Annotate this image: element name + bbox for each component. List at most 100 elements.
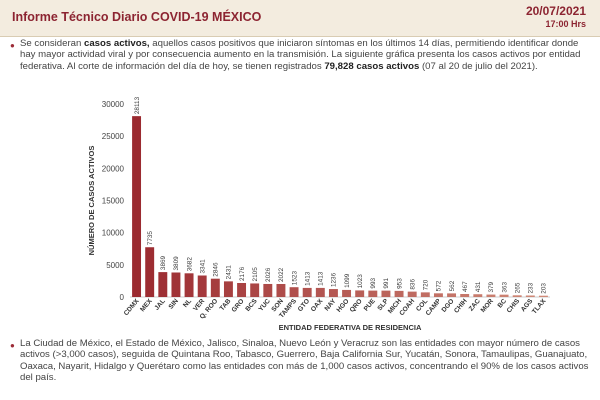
intro-paragraph: Se consideran casos activos, aquellos ca…	[20, 38, 590, 72]
category-label: JAL	[153, 298, 166, 312]
bar	[486, 294, 496, 297]
y-tick-label: 10000	[102, 229, 125, 238]
data-label: 363	[501, 282, 508, 293]
category-label: MEX	[139, 297, 154, 313]
category-label: CAMP	[425, 297, 443, 317]
intro-text-2: aquellos casos positivos que iniciaron s…	[20, 38, 581, 72]
bar	[276, 283, 286, 297]
data-label: 1523	[291, 271, 298, 286]
data-label: 379	[488, 281, 495, 292]
category-label: MOR	[480, 298, 495, 314]
data-label: 431	[475, 281, 482, 292]
category-label: CDMX	[123, 297, 141, 317]
bar	[460, 293, 470, 297]
data-label: 265	[514, 282, 521, 293]
category-label: BCS	[244, 297, 259, 313]
category-label: CHIS	[506, 297, 522, 314]
y-tick-label: 15000	[102, 197, 125, 206]
data-label: 993	[370, 278, 377, 289]
category-label: NL	[182, 298, 193, 309]
x-axis-title: ENTIDAD FEDERATIVA DE RESIDENCIA	[279, 323, 422, 332]
category-label: GTO	[297, 298, 311, 313]
data-label: 991	[383, 278, 390, 289]
bar	[355, 290, 365, 297]
data-label: 3809	[173, 256, 180, 271]
y-tick-label: 5000	[106, 261, 124, 270]
data-label: 3341	[199, 259, 206, 274]
category-label: CHIH	[453, 298, 469, 315]
data-label: 2026	[265, 267, 272, 282]
data-label: 2022	[278, 267, 285, 282]
data-label: 467	[462, 281, 469, 292]
bullet-icon: ●	[10, 41, 15, 50]
bar	[525, 295, 535, 297]
category-label: HGO	[336, 298, 351, 314]
bar	[407, 291, 417, 297]
category-label: PUE	[363, 297, 377, 312]
bar	[263, 283, 273, 297]
bar	[210, 278, 220, 297]
data-label: 3869	[160, 255, 167, 270]
report-time: 17:00 Hrs	[545, 19, 586, 29]
data-label: 1413	[318, 271, 325, 286]
y-axis: 0 5000 10000 15000 20000 25000 30000	[102, 100, 550, 302]
bar	[433, 293, 443, 297]
summary-paragraph: La Ciudad de México, el Estado de México…	[20, 338, 589, 384]
intro-bold-1: casos activos,	[84, 38, 150, 49]
y-tick-label: 25000	[102, 132, 125, 141]
bar	[250, 283, 260, 297]
bar	[473, 294, 483, 297]
data-label: 203	[541, 283, 548, 294]
data-labels: 28113 7735 3869 3809 3682 3341 2846 2431 2176 210…	[134, 96, 548, 293]
bar	[145, 247, 155, 297]
data-label: 233	[528, 282, 535, 293]
report-header: Informe Técnico Diario COVID-19 MÉXICO 2…	[0, 0, 600, 37]
bar	[223, 281, 233, 297]
category-label: TLAX	[531, 297, 548, 315]
data-label: 1413	[304, 271, 311, 286]
bar	[538, 295, 548, 297]
intro-text-3: (07 al 20 de julio del 2021).	[419, 60, 538, 72]
category-label: OAX	[310, 297, 325, 313]
data-label: 562	[449, 280, 456, 291]
bars	[132, 116, 548, 297]
data-label: 2105	[252, 267, 259, 282]
bar	[499, 294, 509, 297]
bar	[512, 295, 522, 297]
data-label: 1236	[331, 272, 338, 287]
y-tick-label: 20000	[102, 164, 125, 173]
data-label: 720	[423, 279, 430, 290]
bar	[171, 272, 181, 297]
data-label: 2176	[239, 266, 246, 281]
y-tick-label: 30000	[102, 100, 125, 109]
data-label: 3682	[186, 257, 193, 272]
bar	[184, 273, 194, 297]
category-label: GRO	[231, 298, 246, 314]
data-label: 953	[396, 278, 403, 289]
bar	[447, 293, 457, 297]
y-tick-label: 0	[120, 293, 125, 302]
category-label: BC	[497, 298, 509, 310]
bar	[368, 290, 378, 297]
category-label: QRO	[349, 298, 364, 314]
category-label: COAH	[398, 298, 416, 318]
bar	[289, 287, 299, 297]
bar	[237, 283, 247, 297]
bar	[328, 289, 338, 297]
data-label: 2846	[213, 262, 220, 277]
bar	[197, 275, 207, 297]
y-axis-title: NÚMERO DE CASOS ACTIVOS	[87, 146, 96, 256]
bar	[315, 287, 325, 297]
bar	[158, 272, 168, 297]
data-label: 28113	[134, 96, 141, 114]
intro-bold-2: 79,828 casos activos	[324, 60, 420, 72]
bar	[394, 290, 404, 297]
category-label: SIN	[168, 298, 181, 311]
data-label: 2431	[226, 265, 233, 280]
bar	[342, 289, 352, 297]
report-date: 20/07/2021	[525, 4, 586, 18]
category-label: YUC	[258, 298, 272, 313]
data-label: 1099	[344, 273, 351, 288]
